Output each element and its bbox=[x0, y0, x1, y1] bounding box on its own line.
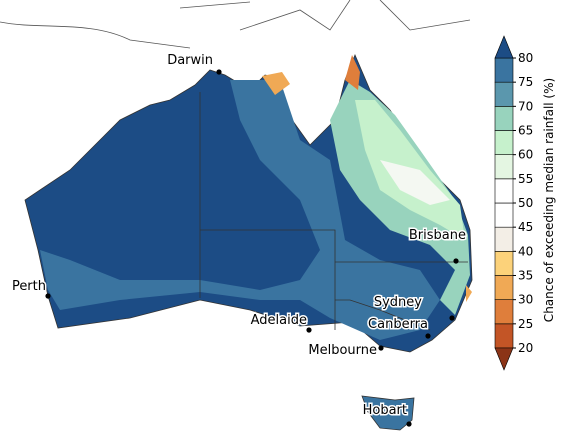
region-orange-cape bbox=[345, 55, 360, 90]
city-dot bbox=[216, 69, 222, 75]
colorbar-bin bbox=[494, 106, 514, 131]
city-labels: Darwin Brisbane Perth Sydney Adelaide Canberr… bbox=[10, 52, 468, 427]
colorbar-label: Chance of exceeding median rainfall (%) bbox=[542, 78, 556, 322]
colorbar-tick-label: 50 bbox=[518, 196, 533, 210]
colorbar-bin bbox=[494, 57, 514, 83]
region-mid bbox=[40, 80, 440, 340]
colorbar-tick-label: 30 bbox=[518, 293, 533, 307]
city-dot bbox=[45, 293, 51, 299]
city-dot bbox=[449, 315, 455, 321]
neighbouring-coastlines bbox=[0, 0, 471, 49]
city-label: Sydney bbox=[374, 295, 422, 310]
city-label: Darwin bbox=[167, 53, 213, 68]
city-label: Melbourne bbox=[308, 343, 377, 358]
city-dot bbox=[453, 258, 459, 264]
colorbar-bin bbox=[494, 81, 514, 107]
colorbar-over bbox=[494, 35, 514, 59]
city-dot bbox=[378, 345, 384, 351]
city-label: Canberra bbox=[368, 317, 428, 332]
state-borders bbox=[199, 92, 468, 331]
city-dot bbox=[406, 421, 412, 427]
city-label: Adelaide bbox=[251, 313, 307, 328]
colorbar-bin bbox=[494, 130, 514, 155]
colorbar-tick-label: 20 bbox=[518, 341, 533, 355]
colorbar-bin bbox=[494, 275, 514, 300]
tasmania bbox=[361, 395, 415, 431]
colorbar-tick-label: 70 bbox=[518, 99, 533, 113]
colorbar-tick-label: 80 bbox=[518, 51, 533, 65]
colorbar-tick-label: 35 bbox=[518, 269, 533, 283]
colorbar-tick-label: 40 bbox=[518, 244, 533, 258]
colorbar-tick-label: 25 bbox=[518, 317, 533, 331]
colorbar: 20 25 30 35 40 45 50 55 60 65 70 75 80 bbox=[494, 35, 533, 371]
city-label: Hobart bbox=[363, 403, 407, 418]
colorbar-bin bbox=[494, 154, 514, 180]
city-label: Perth bbox=[12, 279, 46, 294]
city-dot bbox=[306, 327, 312, 333]
australia-map bbox=[24, 53, 473, 431]
region-orange-ne bbox=[466, 285, 472, 302]
colorbar-tick-label: 60 bbox=[518, 148, 533, 162]
region-white bbox=[380, 160, 450, 205]
colorbar-bin bbox=[494, 323, 514, 349]
colorbar-bin bbox=[494, 251, 514, 276]
colorbar-bin bbox=[494, 299, 514, 325]
colorbar-bin bbox=[494, 226, 514, 252]
colorbar-under bbox=[494, 347, 514, 371]
city-label: Brisbane bbox=[409, 228, 466, 243]
colorbar-tick-label: 75 bbox=[518, 75, 533, 89]
colorbar-tick-label: 45 bbox=[518, 220, 533, 234]
colorbar-bin bbox=[494, 202, 514, 228]
colorbar-bin bbox=[494, 178, 514, 204]
city-dot bbox=[425, 333, 431, 339]
colorbar-tick-label: 55 bbox=[518, 172, 533, 186]
colorbar-tick-label: 65 bbox=[518, 124, 533, 138]
region-orange-gulf bbox=[262, 72, 290, 95]
